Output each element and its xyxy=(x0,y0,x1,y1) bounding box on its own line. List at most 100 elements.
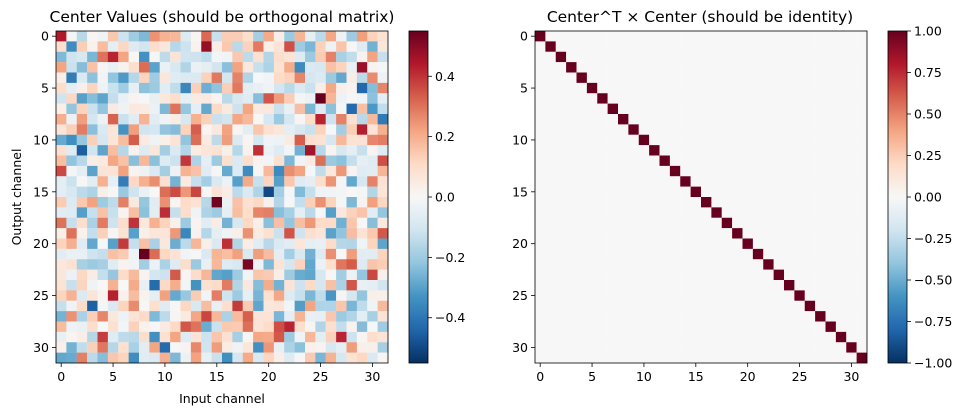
heatmap-cell xyxy=(638,311,650,322)
heatmap-cell xyxy=(835,197,847,208)
heatmap-cell xyxy=(367,228,378,239)
heatmap-cell xyxy=(294,238,306,250)
heatmap-cell xyxy=(566,280,577,291)
heatmap-cell xyxy=(356,124,368,135)
heatmap-cell xyxy=(211,352,223,364)
heatmap-cell xyxy=(190,321,202,333)
heatmap-cell xyxy=(638,300,650,312)
heatmap-cell xyxy=(232,134,243,146)
heatmap-cell xyxy=(367,342,378,353)
heatmap-cell xyxy=(56,176,67,187)
y-tick-label: 20 xyxy=(512,236,528,251)
heatmap-cell xyxy=(649,269,660,281)
heatmap-cell xyxy=(804,145,816,156)
heatmap-cell xyxy=(566,93,577,104)
heatmap-cell xyxy=(211,155,223,167)
heatmap-cell xyxy=(377,176,389,187)
heatmap-cell xyxy=(66,134,77,146)
heatmap-cell xyxy=(607,197,619,208)
heatmap-cell xyxy=(846,103,857,115)
heatmap-cell xyxy=(107,280,119,291)
heatmap-cell xyxy=(815,51,826,63)
heatmap-cell xyxy=(263,280,275,291)
heatmap-cell xyxy=(794,300,805,312)
heatmap-cell xyxy=(346,31,358,42)
heatmap-cell xyxy=(87,165,98,177)
heatmap-cell xyxy=(336,259,347,270)
heatmap-cell xyxy=(545,72,556,84)
heatmap-cell xyxy=(690,248,702,260)
heatmap-cell xyxy=(149,342,160,353)
heatmap-cell xyxy=(87,321,98,333)
heatmap-cell xyxy=(752,114,764,125)
heatmap-cell xyxy=(180,124,192,135)
heatmap-cell xyxy=(232,31,243,42)
heatmap-cell xyxy=(346,342,358,353)
heatmap-cell xyxy=(222,280,233,291)
heatmap-cell xyxy=(794,207,805,218)
heatmap-cell xyxy=(846,51,857,63)
heatmap-cell xyxy=(232,72,243,84)
heatmap-cell xyxy=(659,41,671,52)
heatmap-cell xyxy=(825,124,837,135)
heatmap-cell xyxy=(535,269,546,281)
heatmap-cell xyxy=(638,176,650,187)
heatmap-cell xyxy=(742,238,754,250)
heatmap-cell xyxy=(66,228,77,239)
heatmap-cell xyxy=(76,269,88,281)
heatmap-cell xyxy=(752,186,764,198)
heatmap-cell xyxy=(856,217,868,229)
heatmap-cell xyxy=(159,217,171,229)
heatmap-cell xyxy=(232,124,243,135)
heatmap-cell xyxy=(825,114,837,125)
heatmap-cell xyxy=(336,155,347,167)
heatmap-cell xyxy=(711,82,722,94)
heatmap-cell xyxy=(701,62,712,73)
heatmap-cell xyxy=(56,72,67,84)
heatmap-cell xyxy=(732,197,743,208)
heatmap-cell xyxy=(586,31,598,42)
heatmap-cell xyxy=(190,165,202,177)
heatmap-cell xyxy=(284,51,295,63)
heatmap-cell xyxy=(680,238,691,250)
heatmap-cell xyxy=(680,72,691,84)
heatmap-cell xyxy=(638,238,650,250)
heatmap-cell xyxy=(545,155,556,167)
heatmap-cell xyxy=(325,155,337,167)
heatmap-cell xyxy=(586,280,598,291)
heatmap-cell xyxy=(190,114,202,125)
heatmap-cell xyxy=(284,41,295,52)
heatmap-cell xyxy=(315,300,326,312)
heatmap-cell xyxy=(139,155,150,167)
heatmap-cell xyxy=(76,41,88,52)
heatmap-cell xyxy=(721,290,733,301)
heatmap-cell xyxy=(87,248,98,260)
heatmap-cell xyxy=(56,134,67,146)
heatmap-cell xyxy=(618,280,629,291)
heatmap-cell xyxy=(87,114,98,125)
heatmap-cell xyxy=(325,342,337,353)
heatmap-cell xyxy=(825,238,837,250)
heatmap-cell xyxy=(201,31,212,42)
heatmap-cell xyxy=(190,269,202,281)
heatmap-cell xyxy=(139,331,150,343)
heatmap-cell xyxy=(732,259,743,270)
heatmap-cell xyxy=(763,114,774,125)
heatmap-cell xyxy=(356,31,368,42)
heatmap-cell xyxy=(201,62,212,73)
heatmap-cell xyxy=(107,51,119,63)
heatmap-cell xyxy=(721,207,733,218)
heatmap-cell xyxy=(649,62,660,73)
heatmap-cell xyxy=(107,145,119,156)
heatmap-cell xyxy=(305,114,316,125)
heatmap-cell xyxy=(711,197,722,208)
heatmap-cell xyxy=(66,311,77,322)
heatmap-cell xyxy=(201,311,212,322)
heatmap-cell xyxy=(315,82,326,94)
heatmap-cell xyxy=(377,259,389,270)
heatmap-cell xyxy=(305,207,316,218)
heatmap-cell xyxy=(190,31,202,42)
heatmap-cell xyxy=(201,41,212,52)
y-tick-label: 5 xyxy=(520,81,528,96)
heatmap-cell xyxy=(242,342,254,353)
